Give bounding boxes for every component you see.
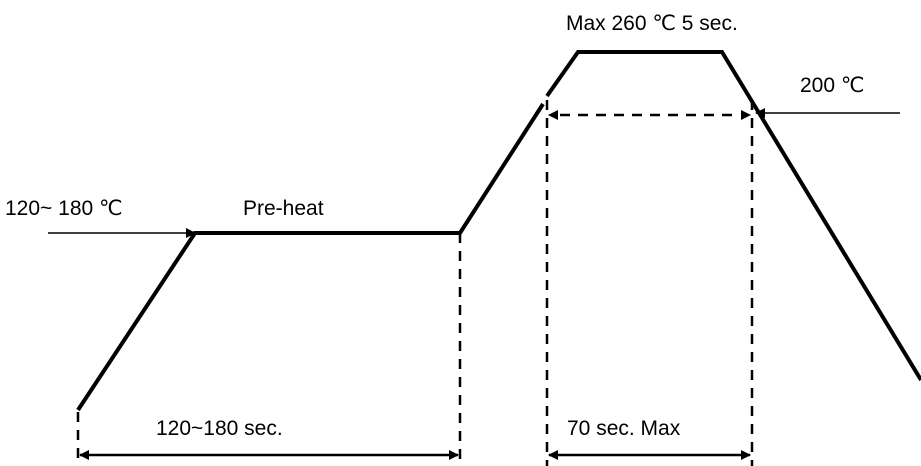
preheat-label: Pre-heat	[243, 197, 324, 220]
reflow-time-label: 70 sec. Max	[567, 417, 681, 440]
arrows	[48, 108, 900, 460]
preheat-temp-label: 120~ 180 ℃	[5, 197, 123, 220]
peak-label: Max 260 ℃ 5 sec.	[566, 12, 738, 35]
preheat-time-label: 120~180 sec.	[156, 417, 283, 440]
dashed-guides	[76, 100, 754, 466]
profile-line	[76, 102, 545, 412]
reflow-temp-label: 200 ℃	[800, 74, 864, 97]
profile-line	[545, 50, 921, 382]
